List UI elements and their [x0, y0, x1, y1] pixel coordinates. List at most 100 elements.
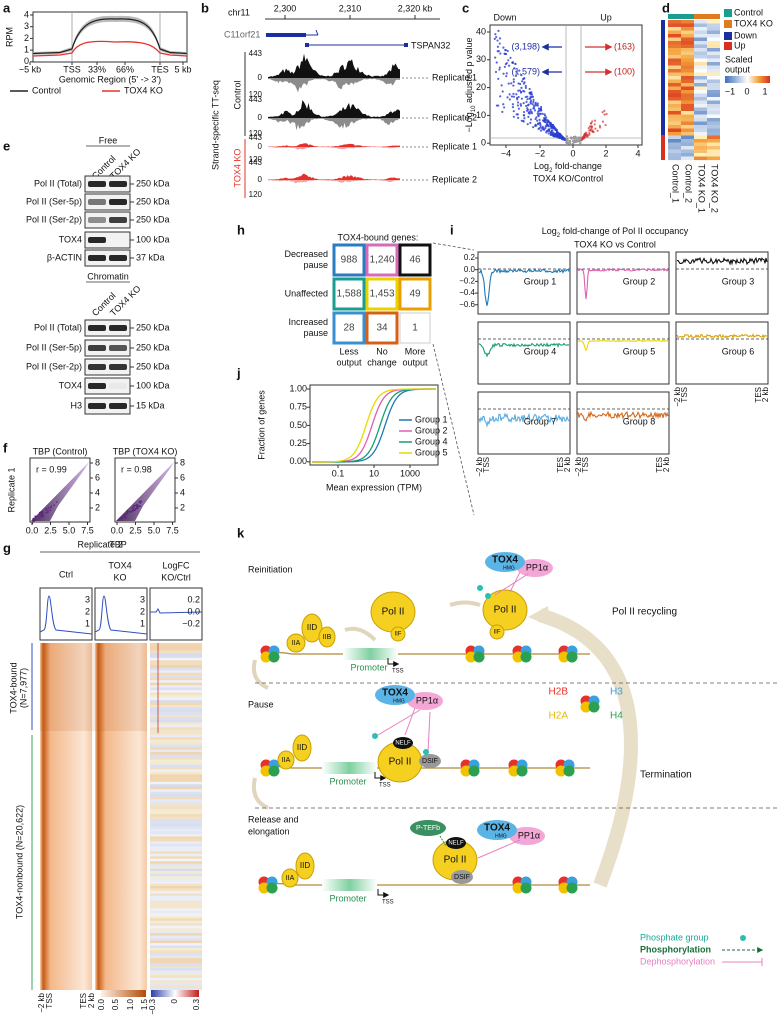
heat-row	[150, 868, 202, 872]
row-label: TOX4-nonbound (N=20,622)	[14, 805, 24, 919]
cell	[365, 277, 399, 311]
heat-row	[150, 712, 202, 715]
column-label: change	[367, 357, 397, 367]
heat-cell	[694, 41, 707, 45]
scatter-dot	[553, 133, 556, 137]
label: IID	[307, 623, 317, 632]
row-label: Unaffected	[285, 288, 328, 298]
axis-title: −Log10 adjusted p value	[464, 37, 476, 132]
scatter-dot	[136, 507, 139, 510]
scatter-dot	[603, 109, 606, 112]
heat-row	[150, 977, 202, 981]
tick-label: 7.5	[166, 525, 179, 535]
tick-label: 20	[476, 82, 486, 92]
row-label: Pol II (Total)	[34, 322, 82, 332]
heat-row	[150, 754, 202, 758]
scatter-dot	[542, 119, 545, 122]
tick-label: 1.5	[140, 998, 149, 1010]
tick-label: TSS	[482, 457, 491, 473]
scatter-dot	[513, 67, 516, 70]
profile-curve	[150, 608, 203, 614]
scatter-dot	[534, 117, 537, 121]
heat-row	[150, 953, 202, 956]
tick-label: 6	[180, 472, 185, 482]
scatter-dot	[56, 501, 58, 503]
heat-cell	[694, 153, 707, 157]
protein	[477, 820, 517, 840]
heat-cell	[694, 111, 707, 115]
heat-row	[150, 883, 202, 887]
heat-cell	[707, 34, 720, 38]
heat-cell	[707, 30, 720, 35]
heat-row	[150, 943, 202, 946]
heat-cell	[694, 65, 707, 70]
tss-arrow	[374, 772, 387, 781]
heat-cell	[681, 114, 694, 119]
scatter-dot	[537, 114, 540, 118]
legend-swatch	[724, 20, 732, 28]
tick-label: −2	[535, 148, 545, 158]
heat-row	[150, 910, 202, 914]
heat-row	[150, 719, 202, 723]
protein	[390, 626, 406, 642]
legend-label: Phosphate group	[640, 932, 709, 942]
protein	[446, 837, 466, 849]
control-curve	[32, 18, 188, 55]
scatter-dot	[136, 505, 139, 508]
column-label: TOX4	[108, 560, 131, 570]
histone-label: H4	[610, 711, 623, 722]
heat-row	[150, 682, 202, 686]
cell-value: 28	[343, 323, 355, 334]
column-label: Control_1	[671, 164, 681, 203]
cell-value: 1,588	[336, 289, 361, 300]
facet-frame	[477, 321, 571, 385]
histone	[465, 651, 477, 663]
tick-label: 2	[140, 606, 145, 616]
nucleosome	[260, 759, 280, 777]
protein-label: TOX4	[492, 555, 518, 566]
row-label: Decreased	[284, 249, 328, 259]
direction-label: Up	[600, 12, 612, 22]
scatter-dot	[507, 59, 510, 62]
legend-label: Control	[32, 85, 61, 95]
axis-title: Replicate 2	[77, 539, 122, 549]
scatter-dot	[536, 102, 539, 105]
tick-label: 5 kb	[174, 64, 191, 74]
scatter-dot	[512, 78, 515, 81]
scatter-dot	[528, 87, 531, 91]
tick-label: 0.50	[289, 420, 307, 430]
scatter-dot	[517, 89, 520, 92]
scatter-dot	[134, 508, 137, 511]
label: IIB	[323, 634, 332, 641]
heat-cell	[681, 111, 694, 115]
scatter-dot	[558, 133, 562, 136]
histone-label: H3	[610, 687, 623, 698]
heat-cell	[707, 111, 720, 115]
tick-label: 33%	[88, 64, 106, 74]
band	[88, 403, 106, 409]
label: P-TEFb	[416, 825, 440, 832]
heat-cell	[668, 132, 681, 136]
tick-label: −2 kb	[673, 386, 682, 406]
group-label: Group 1	[524, 276, 557, 286]
heat-row	[150, 940, 202, 944]
heat-cell	[681, 121, 694, 126]
plot-title: TBP (TOX4 KO)	[113, 446, 178, 456]
scatter-dot	[516, 104, 520, 107]
heat-row	[150, 709, 202, 713]
heat-row	[150, 695, 202, 698]
count-label: (163)	[614, 41, 635, 51]
histone	[520, 651, 532, 663]
size-label: 250 kDa	[136, 214, 170, 224]
scatter-dot	[132, 506, 135, 508]
stage-label: Pause	[248, 699, 274, 709]
flow-arrow	[344, 626, 377, 642]
heat-cell	[681, 51, 694, 56]
scatter-dot	[523, 117, 526, 120]
heat-cell	[707, 27, 720, 31]
heat-cell	[668, 86, 681, 91]
band	[88, 199, 106, 205]
heat-cell	[681, 128, 694, 133]
heat-cell	[694, 139, 707, 143]
density-cloud	[31, 462, 89, 521]
